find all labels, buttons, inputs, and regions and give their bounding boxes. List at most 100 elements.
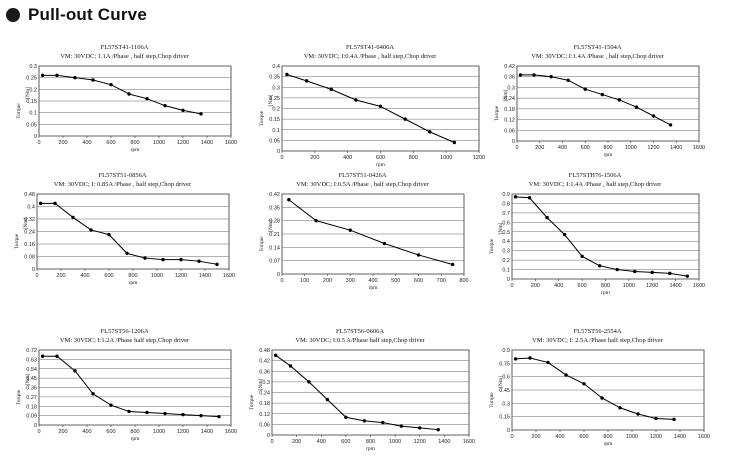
x-tick-label: 400 (554, 283, 563, 289)
data-point (549, 75, 553, 79)
data-point (382, 241, 387, 246)
x-tick-label: 1200 (175, 273, 187, 279)
y-tick-label: 0.24 (259, 391, 270, 397)
y-tick-label: 0.4 (272, 64, 280, 70)
chart-6: FL57STH76-1506A VM: 30VDC; I:1.4A /Phase… (485, 172, 705, 297)
y-tick-label: 0.21 (269, 232, 280, 238)
y-tick-label: 0.42 (504, 64, 515, 70)
y-tick-label: 0.42 (269, 192, 280, 198)
x-tick-label: 300 (346, 278, 355, 284)
chart-title: FL57ST41-0406A (345, 44, 395, 51)
y-tick-label: 0 (507, 277, 510, 283)
x-tick-label: 1400 (438, 439, 450, 445)
page-header: Pull-out Curve (0, 0, 750, 32)
x-tick-label: 400 (80, 273, 89, 279)
x-tick-label: 1200 (650, 434, 662, 440)
data-point (73, 75, 77, 80)
y-axis-label: Torque (489, 238, 495, 254)
data-point (685, 274, 690, 278)
x-tick-label: 600 (579, 434, 588, 440)
data-point (566, 78, 570, 82)
data-point (197, 259, 201, 263)
x-tick-label: 1000 (440, 155, 452, 161)
x-axis-label: rpm (376, 162, 386, 168)
x-tick-label: 1200 (473, 155, 485, 161)
data-point (314, 218, 318, 223)
chart-title: FL57ST56-2554A (573, 328, 622, 335)
data-point (199, 112, 203, 116)
y-tick-label: 0.36 (26, 386, 37, 392)
y-axis-label: Torque (489, 392, 495, 408)
y-tick-label: 0.25 (269, 96, 280, 102)
y-tick-label: 0 (512, 139, 515, 145)
data-point (583, 87, 587, 91)
series-line (275, 354, 439, 431)
y-unit-label: [Nm] (268, 94, 274, 106)
y-tick-label: 0.18 (26, 404, 37, 410)
data-point (562, 232, 567, 237)
chart-subtitle: VM: 30VDC; I: 0.85A /Phase , half step,C… (53, 181, 192, 188)
x-tick-label: 800 (130, 140, 139, 146)
chart-7: FL57ST56-1206A VM: 30VDC; I:1.2A /Phase … (12, 328, 237, 443)
page-title: Pull-out Curve (28, 5, 147, 24)
y-tick-label: 0.1 (502, 268, 510, 274)
y-tick-label: 0.1 (29, 111, 37, 117)
y-tick-label: 0.3 (502, 249, 510, 255)
chart-plot: 0 0.08 0.16 0.24 0.32 0.4 0.48 0 200 400 600 800 100… (14, 192, 235, 286)
series-line (288, 199, 453, 265)
data-point (91, 78, 95, 82)
x-tick-label: 1400 (201, 429, 213, 435)
chart-title: FL57STH76-1506A (568, 172, 622, 179)
x-tick-label: 0 (37, 140, 40, 146)
x-tick-label: 800 (128, 273, 137, 279)
chart-subtitle: VM: 30VDC; I:0.4A /Phase , half step,Cho… (303, 53, 437, 60)
data-point (634, 105, 639, 109)
y-unit-label: [Nm] (503, 89, 509, 101)
x-tick-label: 800 (459, 278, 468, 284)
x-tick-label: 1000 (151, 273, 163, 279)
x-tick-label: 1000 (625, 145, 637, 151)
y-tick-label: 0 (34, 423, 37, 429)
x-tick-label: 800 (130, 429, 139, 435)
y-tick-label: 0.5 (502, 230, 510, 236)
data-point (668, 123, 673, 127)
x-tick-label: 1600 (693, 283, 705, 289)
y-tick-label: 0.8 (502, 201, 510, 207)
data-point (362, 419, 367, 423)
y-tick-label: 0.12 (504, 118, 515, 124)
y-tick-label: 0.3 (502, 401, 510, 407)
y-tick-label: 0.35 (269, 75, 280, 81)
data-point (325, 397, 330, 402)
chart-5: FL57ST51-0426A VM: 30VDC; I:0.5A /Phase … (255, 172, 470, 292)
data-point (582, 382, 586, 386)
chart-subtitle: VM: 30VDC; I:1.4A /Phase , half step,Cho… (528, 181, 662, 188)
y-tick-label: 0.7 (502, 211, 510, 217)
x-tick-label: 0 (515, 145, 518, 151)
y-tick-label: 0.07 (269, 259, 280, 265)
y-tick-label: 0.14 (269, 245, 280, 251)
x-tick-label: 1000 (623, 283, 635, 289)
y-unit-label: [Nm] (25, 87, 31, 99)
y-tick-label: 0.08 (24, 255, 35, 261)
data-point (127, 92, 131, 96)
x-tick-label: 400 (82, 429, 91, 435)
y-tick-label: 0.4 (502, 239, 510, 245)
chart-subtitle: VM: 30VDC; I: 2.5A /Phase half step,Chop… (532, 337, 663, 344)
x-tick-label: 200 (58, 429, 67, 435)
data-point (452, 140, 457, 145)
x-tick-label: 600 (106, 429, 115, 435)
x-tick-label: 1200 (646, 283, 658, 289)
data-point (513, 357, 518, 361)
x-tick-label: 800 (366, 439, 375, 445)
x-axis-label: rpm (131, 147, 141, 153)
y-tick-label: 0.36 (259, 369, 270, 375)
data-point (436, 427, 440, 432)
chart-subtitle: VM: 30VDC; 1.1A /Phase , half step,Chop … (60, 53, 189, 60)
chart-title: FL57ST56-0606A (335, 328, 385, 335)
x-axis-label: rpm (131, 436, 141, 442)
data-point (38, 201, 43, 206)
y-axis-label: Torque (14, 233, 20, 249)
y-tick-label: 0.36 (504, 75, 515, 81)
y-tick-label: 0.15 (499, 415, 510, 421)
y-axis-label: Torque (494, 105, 500, 121)
